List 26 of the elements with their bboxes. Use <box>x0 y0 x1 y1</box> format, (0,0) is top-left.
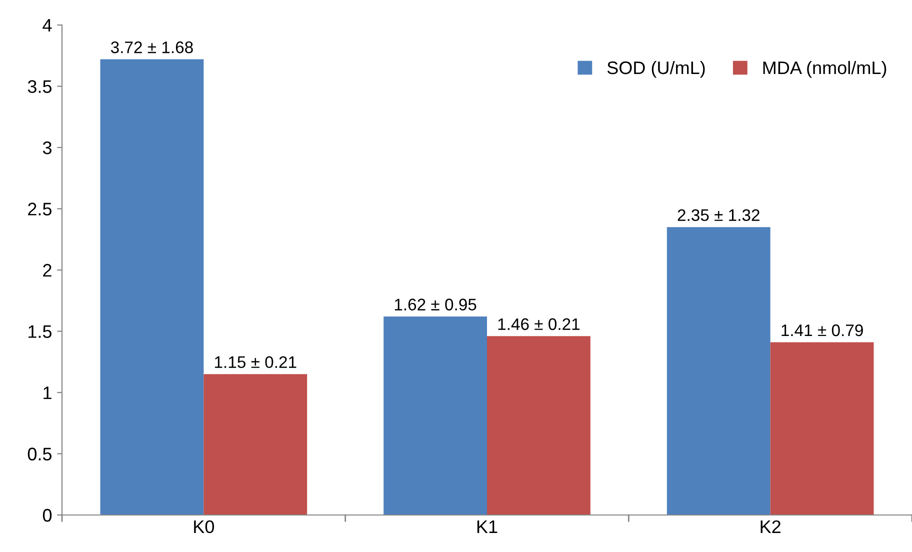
bar <box>384 316 487 515</box>
y-tick-label: 1 <box>44 386 52 400</box>
bar <box>204 374 308 515</box>
legend-label: MDA (nmol/mL) <box>763 60 886 78</box>
data-label: 1.15 ± 0.21 <box>215 356 296 368</box>
y-tick-label: 3 <box>42 141 52 154</box>
data-label: 3.72 ± 1.68 <box>110 41 193 54</box>
y-tick-label: 4 <box>42 19 52 32</box>
data-label: 1.46 ± 0.21 <box>498 318 580 330</box>
legend-label: SOD (U/mL) <box>607 60 705 78</box>
y-tick-label: 3.5 <box>28 80 52 93</box>
bar <box>487 336 590 515</box>
bar <box>770 342 874 515</box>
y-tick-label: 2 <box>43 264 52 277</box>
data-label: 2.35 ± 1.32 <box>678 209 760 222</box>
x-tick-label: K2 <box>760 520 780 533</box>
y-tick-label: 0.5 <box>28 448 52 460</box>
bar <box>100 59 204 515</box>
x-tick-label: K1 <box>477 520 498 533</box>
y-tick-label: 2.5 <box>28 202 52 216</box>
data-label: 1.41 ± 0.79 <box>782 324 863 336</box>
y-tick-label: 0 <box>42 508 52 522</box>
x-tick-label: K0 <box>194 520 214 534</box>
y-tick-label: 1.5 <box>28 325 52 338</box>
bar <box>666 227 770 515</box>
data-label: 1.62 ± 0.95 <box>394 298 476 310</box>
